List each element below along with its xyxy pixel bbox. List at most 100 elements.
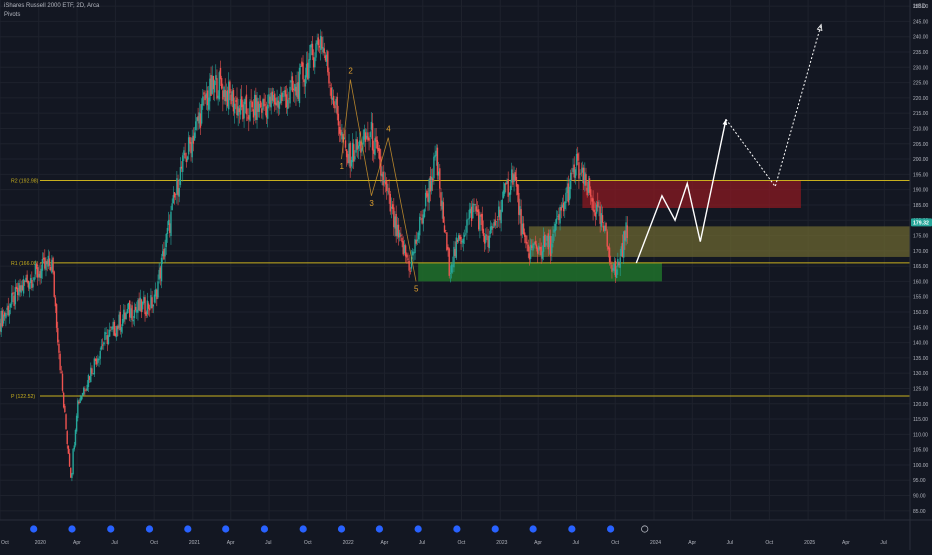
candle-body [294,84,296,92]
candle-body [228,81,230,110]
event-marker [299,525,307,533]
candle-body [400,234,402,237]
candle-body [37,267,39,278]
time-tick-label: Apr [534,540,542,546]
price-tick-label: 220.00 [913,96,929,102]
candle-body [465,233,467,235]
candle-body [72,448,74,475]
candle-body [367,132,369,141]
candle-body [618,261,620,265]
candle-body [248,115,250,120]
candle-body [417,232,420,240]
candle-body [323,48,325,54]
candle-body [169,223,171,233]
candle-body [619,257,621,268]
candle-body [113,321,116,336]
candle-body [587,180,590,193]
candle-body [241,96,243,108]
candle-body [166,227,169,235]
candle-body [536,247,539,254]
candle-body [371,123,374,151]
candle-body [132,319,134,322]
price-tick-label: 210.00 [913,126,929,132]
candle-body [97,358,99,363]
candle-body [51,259,53,273]
candle-body [45,261,47,271]
event-marker [375,525,384,533]
price-tick-label: 145.00 [913,325,929,331]
event-marker [337,525,346,533]
candle-body [75,415,78,432]
candle-body [18,282,20,296]
candle-body [163,248,165,260]
candle-body [55,304,58,328]
pivot-label: R2 (192.98) [11,179,39,185]
candle-body [93,358,96,375]
candle-body [531,245,533,249]
candle-body [44,257,46,269]
candle-body [53,271,55,297]
event-marker [414,525,422,533]
candle-body [330,87,333,99]
candle-body [222,90,224,100]
candle-body [108,329,111,337]
candle-body [473,203,475,205]
candle-body [94,358,97,362]
candle-body [291,76,294,92]
candle-body [143,296,145,303]
candle-body [11,293,13,305]
candle-body [569,172,572,190]
candle-body [621,242,624,257]
event-marker [107,525,115,533]
candle-body [9,303,12,308]
candle-body [269,96,271,107]
candle-body [13,295,15,306]
candle-body [360,141,362,153]
candle-body [111,326,113,330]
candle-body [382,171,384,186]
candle-body [88,376,91,380]
time-tick-label: 2025 [804,540,815,546]
candle-body [15,286,18,290]
candle-body [196,117,198,122]
candle-body [185,158,187,163]
candle-body [64,405,66,413]
candle-body [266,104,269,119]
candle-body [144,297,146,315]
candle-body [24,281,26,282]
candle-body [308,59,310,79]
candle-body [20,285,22,293]
candle-body [0,310,2,333]
candle-body [428,179,430,203]
candle-body [162,251,164,257]
candle-body [547,233,549,250]
candle-body [261,108,263,113]
candle-body [375,136,377,142]
candle-body [156,289,158,300]
candle-body [506,180,508,184]
candle-body [244,98,246,105]
candle-body [285,94,288,108]
candle-body [420,214,422,216]
candle-body [553,229,555,233]
candle-body [180,166,183,169]
candle-body [489,226,492,234]
candle-body [427,193,429,202]
candle-body [265,106,268,118]
candle-body [131,305,133,320]
candle-body [613,263,616,272]
candle-body [559,207,561,224]
candle-body [251,101,254,108]
candle-body [290,80,292,83]
candle-body [393,207,395,228]
candle-body [151,297,153,309]
candle-body [154,289,157,297]
candle-body [340,129,342,136]
candle-body [78,401,80,404]
candle-body [481,213,483,231]
candle-body [187,137,190,155]
candle-body [289,86,291,104]
candle-body [8,310,11,316]
